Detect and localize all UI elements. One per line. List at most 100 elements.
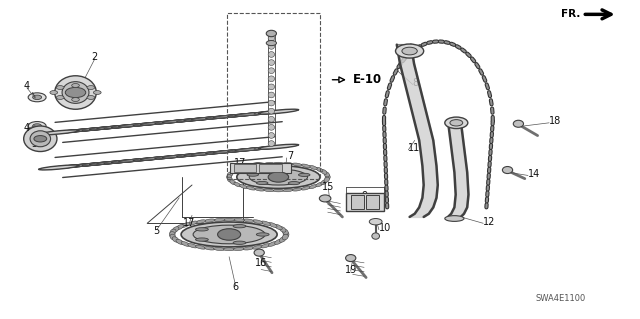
Ellipse shape	[259, 109, 298, 114]
Ellipse shape	[234, 167, 241, 172]
Ellipse shape	[191, 114, 255, 120]
Ellipse shape	[140, 153, 204, 160]
Ellipse shape	[239, 166, 248, 169]
Circle shape	[450, 120, 463, 126]
Ellipse shape	[321, 169, 327, 174]
Ellipse shape	[513, 120, 524, 127]
Text: 16: 16	[255, 258, 268, 268]
Text: 17: 17	[182, 218, 195, 228]
Text: 1: 1	[261, 169, 268, 179]
Circle shape	[445, 117, 468, 129]
Ellipse shape	[239, 185, 248, 189]
Ellipse shape	[227, 174, 232, 180]
Ellipse shape	[259, 144, 298, 149]
Ellipse shape	[211, 149, 250, 153]
Circle shape	[268, 172, 289, 182]
Circle shape	[28, 93, 46, 102]
Ellipse shape	[309, 185, 317, 189]
Ellipse shape	[181, 241, 190, 246]
Text: 10: 10	[379, 223, 391, 233]
Ellipse shape	[279, 227, 286, 232]
Text: 4: 4	[24, 81, 30, 91]
Ellipse shape	[211, 114, 250, 118]
Ellipse shape	[159, 119, 200, 123]
Bar	[259, 164, 282, 172]
Ellipse shape	[38, 128, 103, 135]
Ellipse shape	[502, 167, 513, 174]
Ellipse shape	[233, 225, 246, 228]
Text: 11: 11	[408, 143, 420, 153]
Ellipse shape	[301, 187, 310, 190]
Circle shape	[87, 85, 95, 89]
Circle shape	[65, 87, 86, 98]
Ellipse shape	[292, 188, 302, 191]
Ellipse shape	[237, 166, 320, 189]
Ellipse shape	[321, 180, 327, 185]
Ellipse shape	[268, 60, 275, 65]
Ellipse shape	[67, 160, 132, 167]
Ellipse shape	[252, 245, 263, 249]
Ellipse shape	[268, 92, 275, 98]
Ellipse shape	[268, 52, 275, 57]
Ellipse shape	[155, 117, 219, 123]
Ellipse shape	[254, 110, 294, 114]
Ellipse shape	[184, 114, 248, 121]
Ellipse shape	[104, 122, 168, 128]
Ellipse shape	[234, 145, 299, 151]
Ellipse shape	[140, 118, 204, 125]
Circle shape	[56, 85, 64, 89]
Ellipse shape	[255, 188, 264, 191]
Ellipse shape	[264, 189, 274, 192]
Text: 13: 13	[272, 169, 284, 179]
Ellipse shape	[268, 133, 275, 138]
Text: 15: 15	[322, 182, 335, 192]
Circle shape	[33, 95, 42, 100]
Ellipse shape	[45, 162, 110, 169]
Ellipse shape	[254, 145, 294, 149]
Ellipse shape	[275, 239, 282, 244]
Ellipse shape	[196, 228, 209, 231]
Ellipse shape	[268, 100, 275, 106]
Ellipse shape	[97, 158, 161, 164]
Ellipse shape	[138, 156, 178, 160]
Circle shape	[87, 96, 95, 100]
Ellipse shape	[316, 182, 323, 187]
Ellipse shape	[268, 68, 275, 74]
Ellipse shape	[298, 173, 310, 176]
Ellipse shape	[227, 172, 233, 177]
Ellipse shape	[268, 35, 275, 41]
Ellipse shape	[155, 152, 219, 159]
Ellipse shape	[252, 220, 263, 224]
Circle shape	[93, 91, 101, 94]
Ellipse shape	[256, 233, 269, 236]
Ellipse shape	[445, 216, 464, 221]
Ellipse shape	[292, 163, 302, 166]
Text: 17: 17	[234, 158, 246, 168]
Ellipse shape	[82, 159, 147, 166]
Ellipse shape	[283, 189, 293, 192]
Ellipse shape	[316, 167, 323, 172]
Ellipse shape	[223, 248, 235, 251]
Ellipse shape	[30, 131, 51, 147]
Ellipse shape	[249, 169, 307, 185]
Ellipse shape	[266, 30, 276, 37]
Ellipse shape	[53, 162, 117, 168]
Ellipse shape	[193, 225, 265, 244]
Bar	[346, 193, 384, 211]
Ellipse shape	[268, 43, 275, 49]
Ellipse shape	[266, 41, 276, 46]
Ellipse shape	[234, 109, 299, 116]
Ellipse shape	[24, 126, 57, 152]
Ellipse shape	[39, 130, 79, 135]
Ellipse shape	[214, 219, 225, 221]
Ellipse shape	[133, 154, 197, 161]
Ellipse shape	[75, 124, 139, 131]
Ellipse shape	[89, 158, 154, 165]
Ellipse shape	[230, 180, 236, 185]
Bar	[351, 195, 364, 209]
Ellipse shape	[181, 223, 190, 227]
Circle shape	[72, 84, 79, 87]
Ellipse shape	[268, 223, 277, 227]
Ellipse shape	[62, 82, 89, 103]
Ellipse shape	[275, 225, 282, 230]
